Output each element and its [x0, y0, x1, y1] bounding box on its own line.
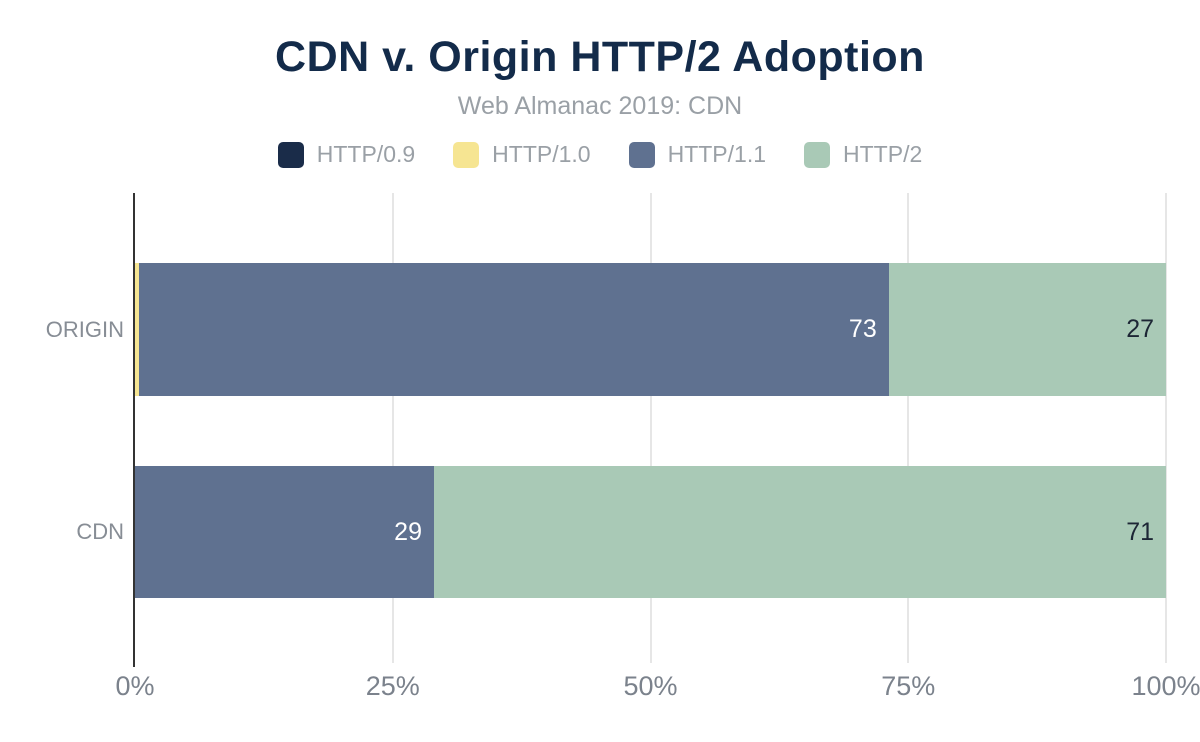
bar-segment-origin-http11: 73 [139, 263, 889, 396]
legend-swatch-http2 [804, 141, 831, 168]
bar-segment-origin-http10 [135, 263, 140, 396]
bar-segment-origin-http2: 27 [888, 263, 1166, 396]
bar-value-cdn-http2: 71 [1126, 517, 1154, 546]
legend-item-http10: HTTP/1.0 [453, 141, 591, 168]
chart-subtitle: Web Almanac 2019: CDN [457, 92, 743, 120]
x-tick-label-100: 100% [1131, 671, 1200, 701]
bar-value-cdn-http11: 29 [394, 517, 422, 546]
category-label-origin: ORIGIN [45, 316, 124, 342]
legend-item-http2: HTTP/2 [804, 141, 922, 168]
x-tick-label-25: 25% [365, 671, 420, 701]
legend-label-http10: HTTP/1.0 [492, 141, 591, 167]
legend: HTTP/0.9 HTTP/1.0 HTTP/1.1 HTTP/2 [0, 141, 1200, 168]
category-label-cdn: CDN [76, 519, 124, 544]
legend-item-http09: HTTP/0.9 [277, 141, 416, 168]
x-tick-label-75: 75% [881, 671, 936, 701]
legend-swatch-http11 [628, 141, 655, 168]
x-tick-label-0: 0% [115, 671, 155, 701]
gridline-25 [392, 193, 394, 663]
bar-segment-cdn-http11: 29 [135, 466, 434, 598]
gridline-50 [650, 193, 651, 663]
legend-label-http2: HTTP/2 [843, 141, 923, 167]
bar-value-origin-http11: 73 [848, 315, 877, 343]
bar-row-cdn: 29 71 [135, 466, 1166, 598]
y-axis-line [133, 193, 135, 667]
x-tick-label-50: 50% [623, 671, 678, 701]
legend-label-http11: HTTP/1.1 [667, 141, 767, 167]
legend-label-http09: HTTP/0.9 [316, 141, 416, 167]
legend-swatch-http09 [277, 141, 304, 168]
plot-area: ORIGIN CDN 73 27 29 71 0% 25% 50% 75% [46, 193, 1200, 701]
bar-segment-cdn-http2: 71 [433, 466, 1166, 598]
bar-row-origin: 73 27 [135, 263, 1166, 396]
legend-swatch-http10 [453, 141, 480, 168]
gridline-100 [1165, 193, 1167, 663]
gridline-75 [907, 193, 909, 663]
legend-item-http11: HTTP/1.1 [628, 141, 767, 168]
chart-title: CDN v. Origin HTTP/2 Adoption [275, 33, 925, 81]
bar-value-origin-http2: 27 [1126, 315, 1154, 343]
